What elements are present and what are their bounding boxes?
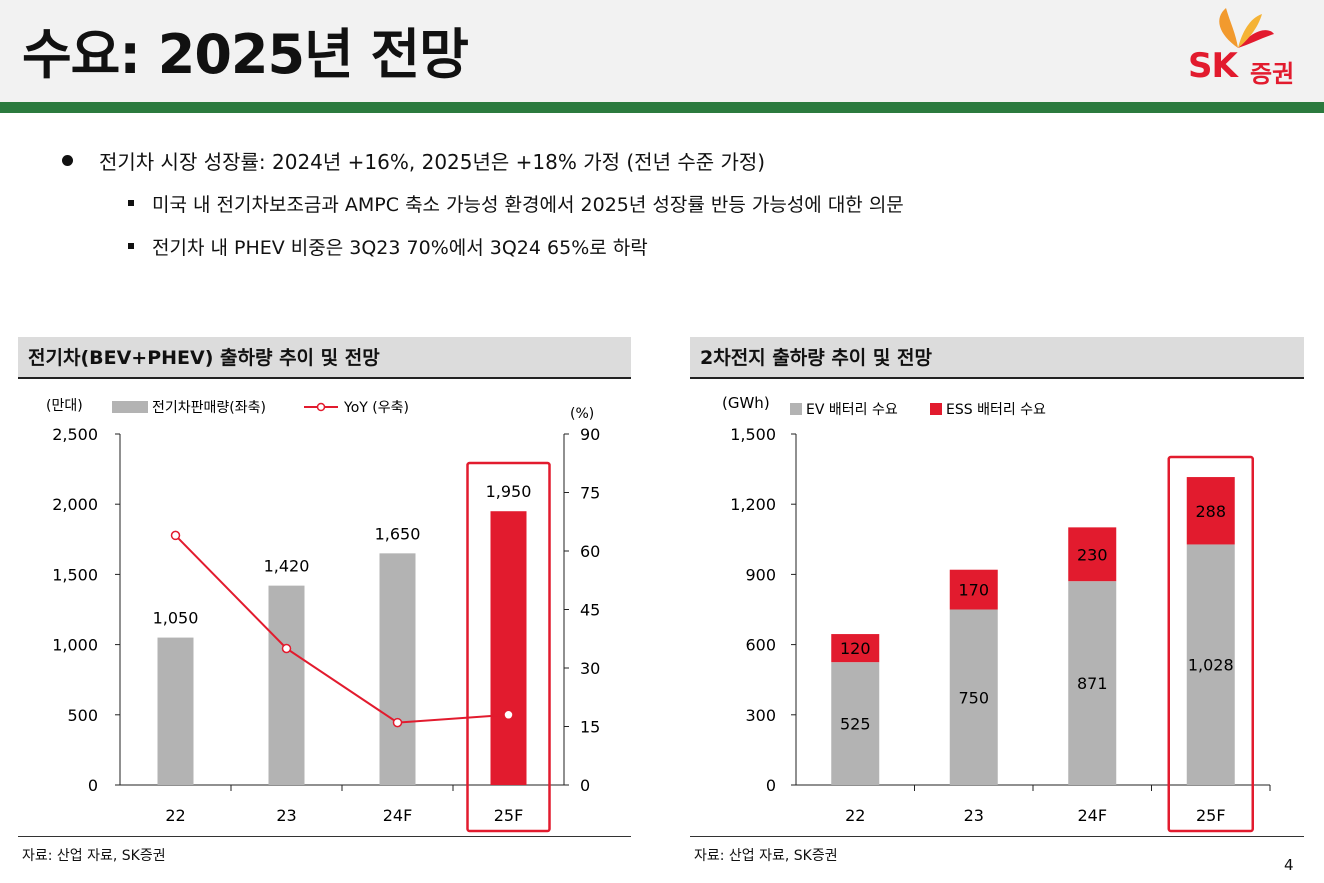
bar-ess-value-label: 170 [958,581,989,600]
y-tick-label: 500 [67,706,98,725]
y2-tick-label: 60 [580,542,600,561]
bar-ess-value-label: 288 [1195,502,1226,521]
x-tick-label: 22 [165,806,185,825]
bar-ess-22 [831,634,880,663]
bar-value-label: 1,420 [264,557,310,576]
bar-ev-value-label: 525 [840,715,871,734]
bullet-dot-icon [62,155,73,166]
bar-ess-24F [1068,527,1117,582]
sk-logo: SK 증권 [1180,4,1310,88]
legend-swatch-sales [112,401,148,413]
legend-label-yoy: YoY (우축) [343,400,409,416]
bar-ev-23 [949,609,998,785]
y2-tick-label: 15 [580,718,600,737]
y2-tick-label: 0 [580,776,590,795]
y2-tick-label: 75 [580,484,600,503]
x-tick-label: 24F [1077,806,1107,825]
bullet-main: 전기차 시장 성장률: 2024년 +16%, 2025년은 +18% 가정 (… [62,146,765,175]
y-axis-unit: (GWh) [722,394,770,412]
left-source: 자료: 산업 자료, SK증권 [22,848,166,864]
page-number: 4 [1284,856,1294,874]
bullet-square-icon [128,243,134,249]
bar-value-label: 1,650 [375,524,421,543]
x-tick-label: 23 [276,806,296,825]
x-tick-label: 24F [383,806,413,825]
right-bottom-rule [690,836,1304,837]
y-tick-label: 1,000 [52,636,98,655]
y2-tick-label: 45 [580,601,600,620]
y-tick-label: 1,500 [52,565,98,584]
legend-marker-yoy [316,402,326,412]
legend-swatch-ev [790,403,802,415]
yoy-point-22 [170,530,181,541]
right-chart-title: 2차전지 출하량 추이 및 전망 [690,337,1304,379]
accent-divider [0,102,1324,113]
y-tick-label: 2,000 [52,495,98,514]
y-tick-label: 2,500 [52,425,98,444]
y-tick-label: 0 [766,776,776,795]
bullet-square-icon [128,200,134,206]
y2-tick-label: 30 [580,659,600,678]
bullet-sub-1-text: 미국 내 전기차보조금과 AMPC 축소 가능성 환경에서 2025년 성장률 … [152,194,904,216]
bar-ev-value-label: 1,028 [1188,656,1234,675]
bar-25F [490,511,527,785]
bar-22 [157,637,194,785]
y-tick-label: 900 [745,565,776,584]
bar-ess-value-label: 230 [1077,545,1108,564]
bar-value-label: 1,950 [486,482,532,501]
bar-ev-22 [831,662,880,785]
page-title: 수요: 2025년 전망 [22,23,469,86]
legend-swatch-ess [930,403,942,415]
legend-label-sales: 전기차판매량(좌축) [152,400,266,416]
y-tick-label: 300 [745,706,776,725]
bar-value-label: 1,050 [153,609,199,628]
yoy-line [174,534,509,724]
left-y-axis-unit: (만대) [46,398,83,414]
bullet-main-text: 전기차 시장 성장률: 2024년 +16%, 2025년은 +18% 가정 (… [99,150,766,174]
legend-label-ess: ESS 배터리 수요 [946,402,1046,418]
battery-shipments-chart: (GWh) EV 배터리 수요 ESS 배터리 수요 0 300 600 900 1,200 1… [722,394,1271,833]
right-y-axis-unit: (%) [570,406,594,422]
logo-kr-text: 증권 [1250,60,1295,88]
x-tick-label: 22 [845,806,865,825]
ev-shipments-chart: (만대) (%) 전기차판매량(좌축) YoY (우축) 0 500 1,000 1,500 2… [46,398,600,833]
x-tick-label: 23 [964,806,984,825]
bar-24F [379,553,416,785]
y-tick-label: 0 [88,776,98,795]
left-chart-title: 전기차(BEV+PHEV) 출하량 추이 및 전망 [18,337,631,379]
y-tick-label: 1,500 [730,425,776,444]
yoy-point-24F [392,717,403,728]
bar-ess-25F [1186,477,1235,545]
logo-sk-text: SK [1188,46,1238,86]
left-bottom-rule [18,836,631,837]
header-band [0,0,1324,102]
bullet-sub-2-text: 전기차 내 PHEV 비중은 3Q23 70%에서 3Q24 65%로 하락 [152,237,648,259]
bar-ess-23 [949,569,998,610]
x-tick-label: 25F [494,806,524,825]
bar-ev-value-label: 750 [958,688,989,707]
bar-ev-25F [1186,544,1235,785]
yoy-point-23 [281,643,292,654]
x-tick-label: 25F [1196,806,1226,825]
bar-ess-value-label: 120 [840,639,871,658]
bullet-sub-1: 미국 내 전기차보조금과 AMPC 축소 가능성 환경에서 2025년 성장률 … [128,190,904,217]
bar-ev-value-label: 871 [1077,674,1108,693]
bar-23 [268,585,305,785]
legend-label-ev: EV 배터리 수요 [806,402,898,418]
y-tick-label: 600 [745,636,776,655]
right-source: 자료: 산업 자료, SK증권 [694,848,838,864]
highlight-box-25f [466,461,551,833]
highlight-box-25f [1167,455,1254,833]
butterfly-icon [1219,8,1274,48]
yoy-point-25F [504,711,513,719]
bullet-sub-2: 전기차 내 PHEV 비중은 3Q23 70%에서 3Q24 65%로 하락 [128,233,648,260]
bar-ev-24F [1068,581,1117,785]
y-tick-label: 1,200 [730,495,776,514]
y2-tick-label: 90 [580,425,600,444]
